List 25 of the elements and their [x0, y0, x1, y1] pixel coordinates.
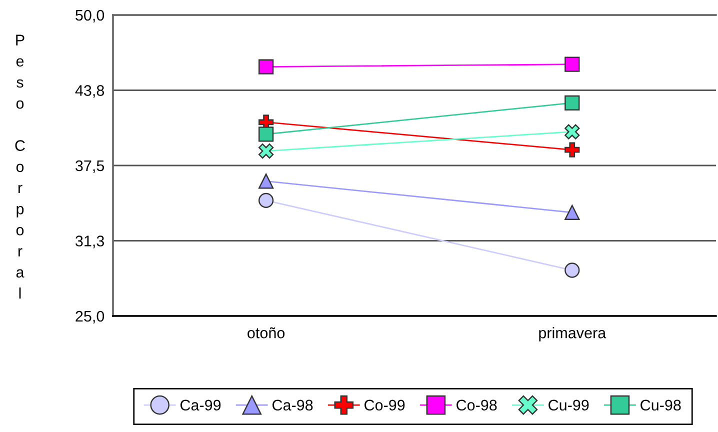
point: [564, 124, 580, 140]
x-tick-label: otoño: [248, 327, 285, 338]
point: [258, 174, 274, 189]
legend-label: Ca-99: [180, 400, 221, 411]
point: [564, 204, 580, 220]
legend-label: Cu-98: [640, 400, 681, 411]
text: Peso Corporal: [15, 34, 25, 299]
y-tick-label: 31,3: [76, 236, 104, 248]
y-tick-label: 43,8: [75, 85, 104, 98]
point: [564, 95, 580, 110]
legend-label: Co-98: [456, 400, 497, 411]
y-tick-label: 37,5: [76, 160, 104, 173]
y-tick-label: 25,0: [76, 310, 104, 324]
legend-label: Cu-99: [548, 400, 589, 411]
x-tick-label: primavera: [539, 327, 606, 342]
y-tick-label: 50,0: [76, 10, 104, 22]
point: [258, 192, 274, 208]
point: [564, 262, 580, 278]
legend-label: Ca-98: [272, 400, 313, 411]
legend-label: Co-99: [364, 400, 405, 411]
point: [564, 142, 580, 158]
point: [564, 56, 580, 72]
point: [258, 143, 274, 159]
point: [258, 59, 274, 74]
point: [258, 126, 274, 142]
